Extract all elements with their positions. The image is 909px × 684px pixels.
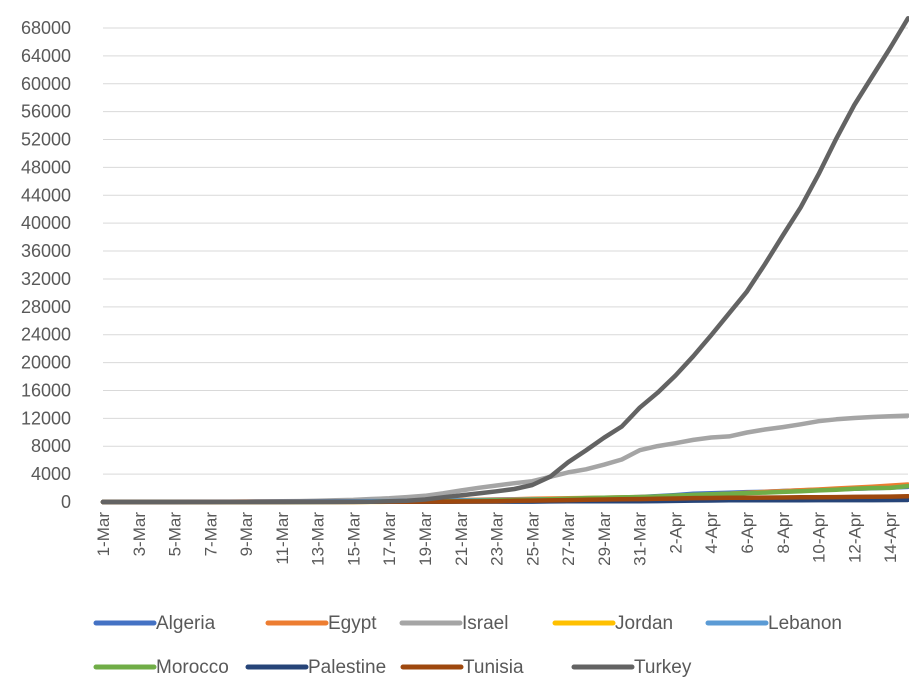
- y-tick-label: 60000: [21, 74, 71, 94]
- legend-label-lebanon: Lebanon: [768, 613, 842, 634]
- legend-label-egypt: Egypt: [328, 613, 377, 634]
- series-lines: [100, 16, 909, 505]
- y-tick-label: 4000: [31, 464, 71, 484]
- x-tick-label: 21-Mar: [452, 512, 471, 566]
- x-tick-label: 3-Mar: [130, 512, 149, 557]
- x-tick-label: 10-Apr: [810, 512, 829, 563]
- x-tick-label: 4-Apr: [702, 512, 721, 554]
- y-tick-label: 52000: [21, 130, 71, 150]
- y-tick-label: 20000: [21, 353, 71, 373]
- x-tick-label: 5-Mar: [166, 512, 185, 557]
- y-tick-label: 56000: [21, 102, 71, 122]
- x-axis-ticks: 1-Mar 3-Mar 5-Mar 7-Mar 9-Mar 11-Mar 13-Mar 15-…: [94, 512, 900, 566]
- y-tick-label: 12000: [21, 408, 71, 428]
- legend-label-morocco: Morocco: [156, 657, 229, 678]
- x-tick-label: 13-Mar: [309, 512, 328, 566]
- legend-label-turkey: Turkey: [634, 657, 692, 678]
- x-tick-label: 6-Apr: [738, 512, 757, 554]
- y-tick-label: 64000: [21, 46, 71, 66]
- x-tick-label: 14-Apr: [881, 512, 900, 563]
- y-tick-label: 8000: [31, 436, 71, 456]
- x-tick-label: 29-Mar: [595, 512, 614, 566]
- x-tick-label: 31-Mar: [631, 512, 650, 566]
- y-tick-label: 24000: [21, 325, 71, 345]
- y-tick-label: 44000: [21, 185, 71, 205]
- y-tick-label: 68000: [21, 18, 71, 38]
- x-tick-label: 17-Mar: [380, 512, 399, 566]
- y-tick-label: 36000: [21, 241, 71, 261]
- y-tick-label: 16000: [21, 380, 71, 400]
- y-tick-label: 48000: [21, 157, 71, 177]
- gridlines: [103, 27, 908, 475]
- legend-label-algeria: Algeria: [156, 613, 216, 634]
- legend-label-jordan: Jordan: [615, 613, 673, 634]
- x-tick-label: 27-Mar: [559, 512, 578, 566]
- x-tick-label: 2-Apr: [666, 512, 685, 554]
- x-tick-label: 1-Mar: [94, 512, 113, 557]
- legend: Algeria Egypt Israel Jordan Lebanon Morocco Pa…: [93, 613, 842, 678]
- legend-label-tunisia: Tunisia: [463, 657, 524, 678]
- series-line-turkey: [100, 16, 909, 505]
- y-tick-label: 40000: [21, 213, 71, 233]
- x-tick-label: 15-Mar: [344, 512, 363, 566]
- y-axis-ticks: 0 4000 8000 12000 16000 20000 24000 28000 32000 3…: [21, 18, 71, 512]
- y-tick-label: 0: [61, 492, 71, 512]
- x-tick-label: 8-Apr: [774, 512, 793, 554]
- x-tick-label: 12-Apr: [845, 512, 864, 563]
- x-tick-label: 23-Mar: [488, 512, 507, 566]
- x-tick-label: 19-Mar: [416, 512, 435, 566]
- legend-label-palestine: Palestine: [308, 657, 386, 678]
- y-tick-label: 32000: [21, 269, 71, 289]
- x-tick-label: 11-Mar: [273, 512, 292, 565]
- x-tick-label: 25-Mar: [523, 512, 542, 566]
- legend-label-israel: Israel: [462, 613, 508, 634]
- x-tick-label: 7-Mar: [201, 512, 220, 557]
- y-tick-label: 28000: [21, 297, 71, 317]
- x-tick-label: 9-Mar: [237, 512, 256, 557]
